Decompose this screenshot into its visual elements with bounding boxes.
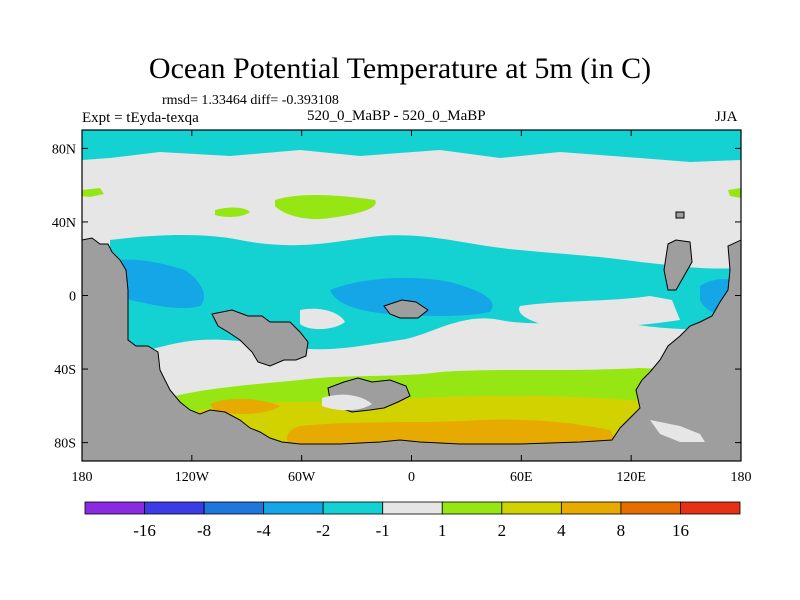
y-tick-label: 80S — [54, 437, 76, 452]
colorbar-bin — [263, 501, 324, 515]
colorbar: -16 -8 -4 -2 -1 1 2 4 8 16 — [84, 501, 741, 540]
neutral-intrusion-east — [519, 296, 680, 328]
land-central-island — [383, 299, 429, 319]
colorbar-label: 2 — [498, 521, 507, 540]
x-axis: 180 120W 60W 0 60E 120E 180 — [72, 130, 752, 485]
x-tick-label: 120E — [616, 470, 646, 485]
neutral-intrusion-central — [300, 308, 345, 330]
colorbar-label: 4 — [557, 521, 566, 540]
southern-orange-west — [210, 398, 280, 414]
experiment-label: Expt = tEyda-texqa — [82, 110, 199, 126]
y-tick-label: 0 — [69, 290, 76, 305]
north-atlantic-patch-small — [215, 207, 250, 217]
colorbar-bin — [203, 501, 265, 515]
colorbar-label: -16 — [133, 521, 156, 540]
south-neutral-pocket — [322, 394, 372, 411]
land-south-american-block — [211, 309, 309, 367]
y-tick-label: 40S — [54, 363, 76, 378]
colorbar-bin — [144, 501, 205, 515]
tropical-blue-central — [330, 277, 493, 316]
colorbar-bin — [382, 501, 443, 515]
y-tick-label: 40N — [52, 216, 76, 231]
colorbar-bin — [501, 501, 562, 515]
season-label: JJA — [715, 109, 738, 125]
colorbar-label: -2 — [316, 521, 330, 540]
x-tick-label: 0 — [408, 470, 415, 485]
north-atlantic-patch — [275, 195, 376, 220]
south-neutral-pocket-east — [650, 420, 705, 442]
east-edge-green — [728, 188, 741, 198]
x-tick-label: 60E — [510, 470, 533, 485]
y-tick-label: 80N — [52, 142, 76, 157]
colorbar-label: 16 — [672, 521, 689, 540]
colorbar-bin — [620, 501, 681, 515]
x-tick-label: 120W — [175, 470, 210, 485]
stats-label: rmsd= 1.33464 diff= -0.393108 — [162, 93, 339, 108]
land-east-small — [675, 211, 685, 219]
colorbar-bin — [680, 501, 741, 515]
colorbar-bin — [84, 501, 145, 515]
colorbar-bin — [560, 501, 622, 515]
colorbar-label: 8 — [617, 521, 626, 540]
colorbar-label: 1 — [438, 521, 447, 540]
land-east-island — [663, 239, 693, 291]
chart-title: Ocean Potential Temperature at 5m (in C) — [148, 52, 652, 85]
x-tick-label: 60W — [288, 470, 316, 485]
arctic-band — [82, 130, 741, 162]
colorbar-bin — [322, 501, 384, 515]
colorbar-label: -4 — [257, 521, 272, 540]
colorbar-bin — [441, 501, 503, 515]
tropical-blue-west — [108, 259, 205, 309]
y-axis: 80N 40N 0 40S 80S — [52, 142, 741, 452]
x-tick-label: 180 — [731, 470, 752, 485]
map-field — [82, 130, 741, 461]
colorbar-label: -1 — [376, 521, 390, 540]
west-edge-green — [82, 188, 104, 197]
colorbar-label: -8 — [197, 521, 211, 540]
subtitle-label: 520_0_MaBP - 520_0_MaBP — [307, 108, 486, 124]
x-tick-label: 180 — [72, 470, 93, 485]
